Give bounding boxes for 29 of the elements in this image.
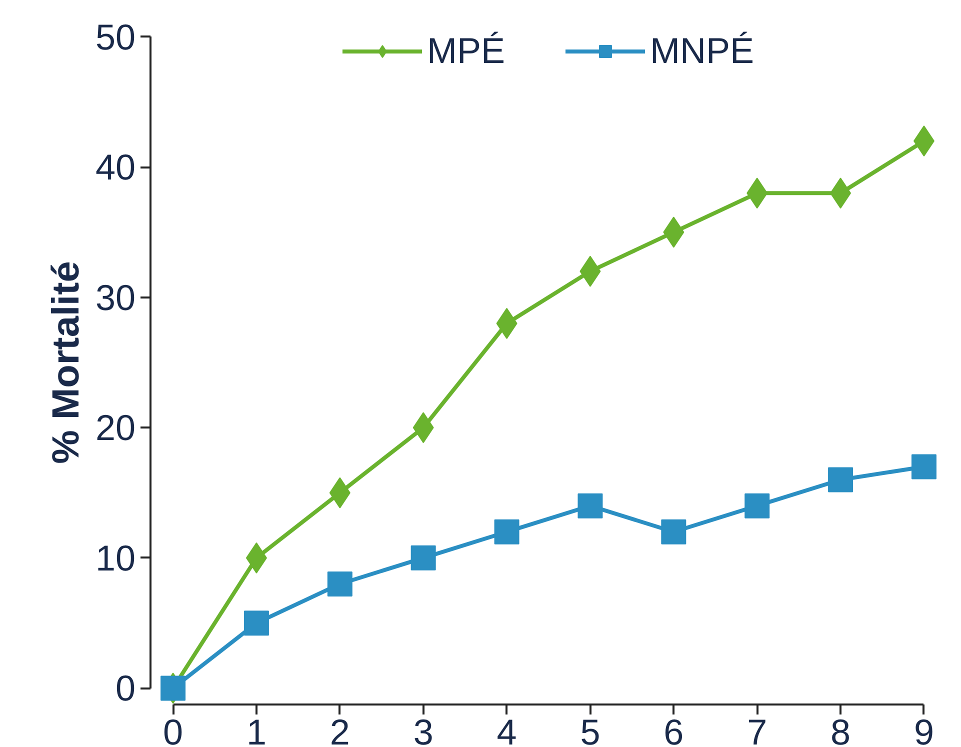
legend-label: MPÉ bbox=[426, 30, 505, 72]
x-tick-label: 2 bbox=[330, 712, 350, 747]
point bbox=[160, 676, 186, 701]
x-tick-label: 6 bbox=[664, 712, 684, 747]
x-tick-label: 0 bbox=[163, 712, 184, 747]
point bbox=[578, 493, 603, 518]
x-tick-label: 5 bbox=[580, 712, 600, 747]
point bbox=[327, 571, 352, 596]
y-tick-label: 50 bbox=[95, 16, 136, 58]
x-tick-label: 4 bbox=[496, 712, 517, 747]
y-tick-label: 10 bbox=[95, 537, 136, 578]
point bbox=[494, 519, 520, 544]
point bbox=[911, 454, 936, 480]
y-tick-label: 0 bbox=[115, 668, 136, 709]
y-axis-title: % Mortalité bbox=[45, 261, 88, 464]
point bbox=[410, 545, 436, 570]
x-tick-label: 9 bbox=[914, 712, 934, 747]
x-tick-label: 3 bbox=[413, 712, 434, 747]
x-tick-label: 7 bbox=[747, 712, 768, 747]
y-tick-label: 20 bbox=[95, 407, 136, 448]
point bbox=[828, 467, 854, 492]
legend-label: MNPÉ bbox=[650, 30, 754, 72]
point bbox=[744, 493, 770, 518]
point bbox=[661, 519, 686, 544]
y-tick-label: 40 bbox=[95, 146, 136, 188]
y-tick-label: 30 bbox=[95, 276, 136, 318]
point bbox=[244, 610, 269, 636]
x-tick-label: 1 bbox=[246, 712, 266, 747]
x-tick-label: 8 bbox=[830, 712, 851, 747]
